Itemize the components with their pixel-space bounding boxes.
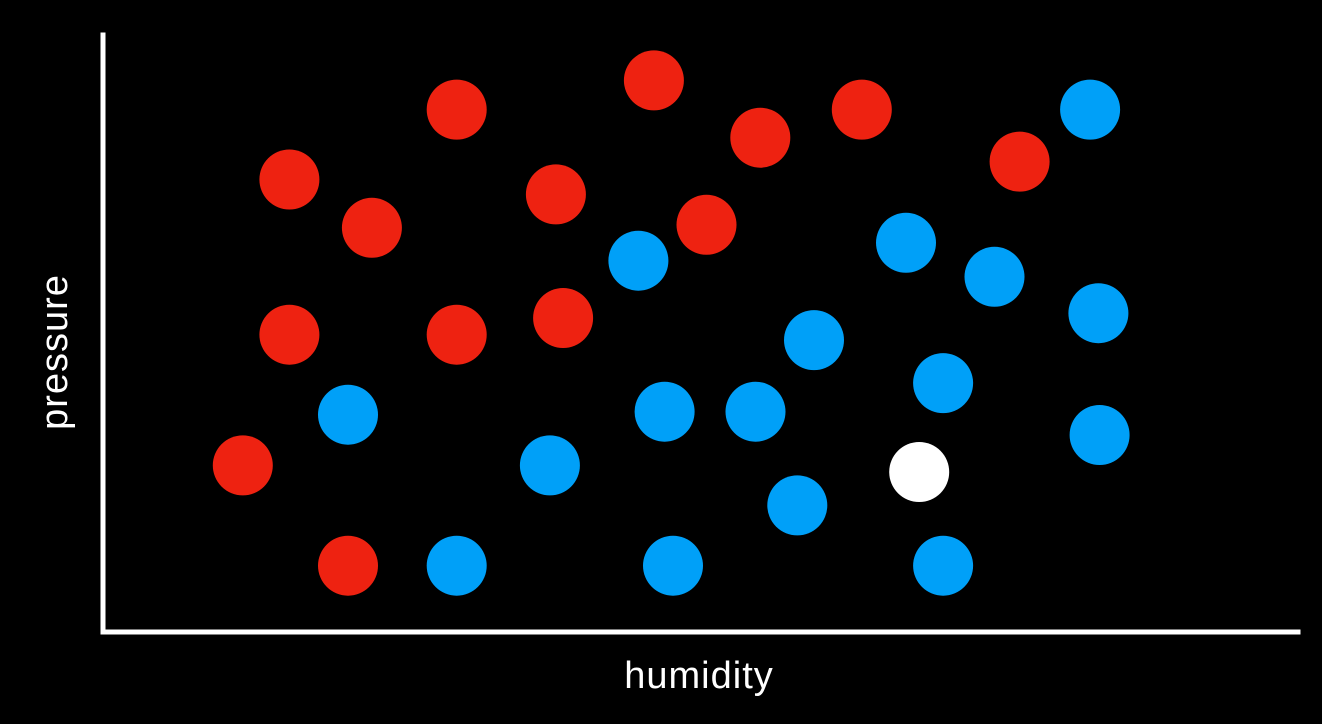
data-point-series-1-14 [1068,283,1129,344]
data-point-series-0-4 [341,197,402,258]
points-layer [212,50,1130,596]
data-point-series-0-7 [525,164,586,225]
data-point-series-1-10 [913,353,974,414]
data-point-series-0-10 [676,194,737,255]
data-point-series-0-13 [989,131,1050,192]
data-point-series-1-8 [784,310,844,371]
data-point-series-0-12 [831,79,892,140]
data-point-series-0-1 [259,149,320,210]
data-point-series-0-3 [318,535,378,596]
data-point-series-0-9 [623,50,684,111]
data-point-series-1-12 [964,246,1025,307]
data-point-series-1-0 [318,384,378,445]
data-point-series-0-6 [426,304,487,365]
data-point-series-0-8 [533,288,594,348]
data-point-series-1-4 [634,381,695,442]
data-point-series-1-1 [426,535,487,596]
data-point-series-1-15 [1069,405,1130,465]
data-point-series-1-5 [643,535,703,596]
data-point-series-1-3 [608,230,669,291]
data-point-series-1-2 [519,435,580,496]
data-point-series-0-5 [426,79,487,140]
data-point-series-1-11 [913,535,974,596]
data-point-series-0-11 [730,107,791,168]
data-point-series-1-13 [1060,79,1121,140]
data-point-series-1-6 [725,381,786,442]
y-axis-label: pressure [34,274,76,430]
data-point-series-1-9 [876,212,936,273]
data-point-series-2-0 [889,442,950,502]
data-point-series-0-0 [212,435,273,496]
data-point-series-0-2 [259,304,320,365]
x-axis-label: humidity [624,655,774,697]
data-point-series-1-7 [767,475,828,536]
